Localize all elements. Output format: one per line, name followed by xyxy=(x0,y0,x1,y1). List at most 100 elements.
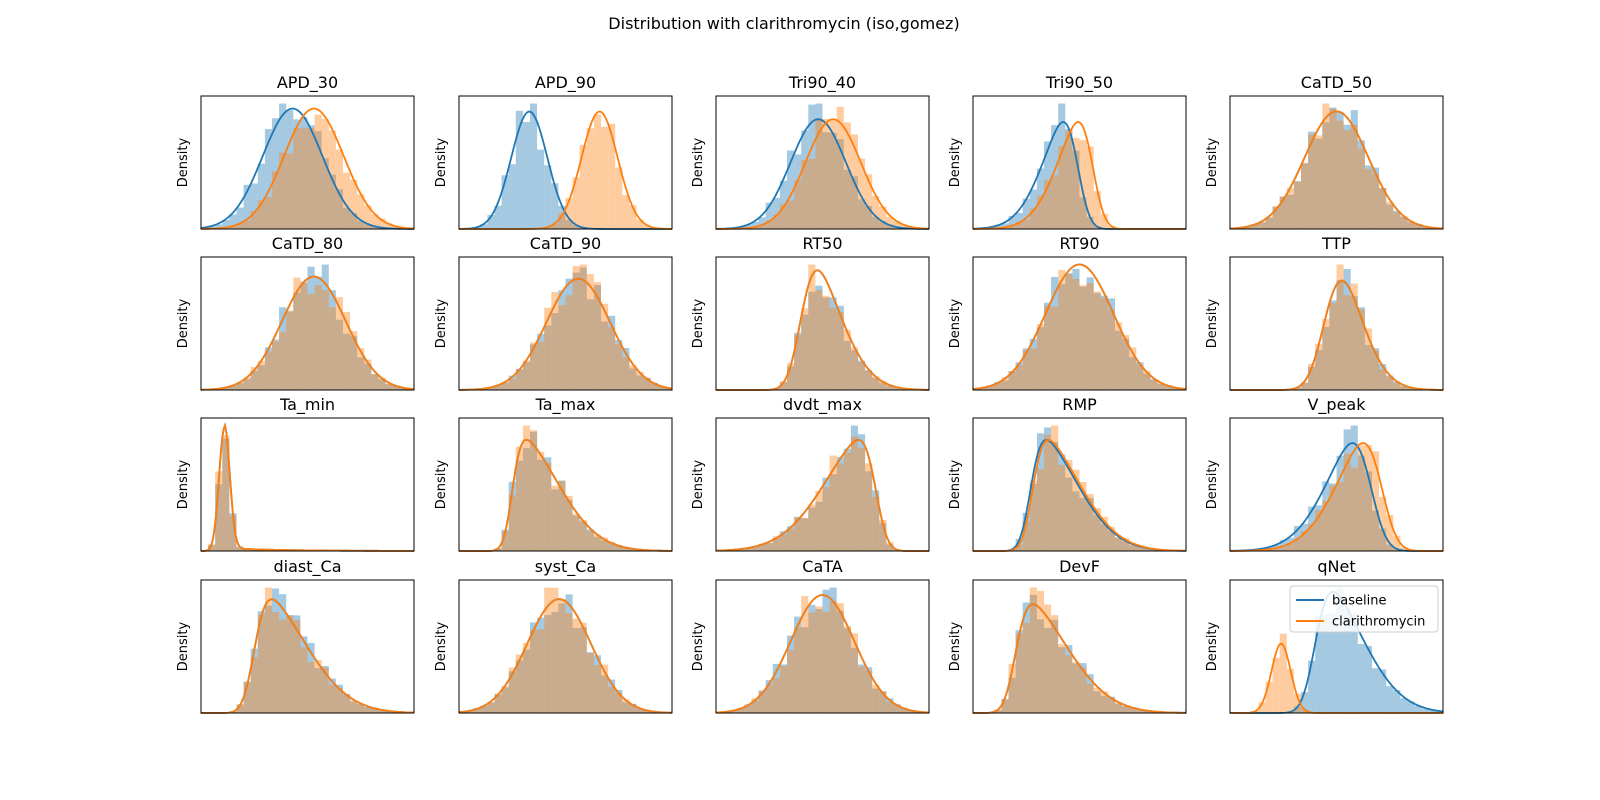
baseline-histogram-bar xyxy=(1115,537,1123,551)
clarithromycin-kde-line xyxy=(458,598,673,714)
baseline-histogram-bar xyxy=(314,131,322,229)
clarithromycin-histogram-bar xyxy=(1244,226,1252,229)
baseline-histogram-bar xyxy=(787,526,795,551)
baseline-histogram-bar xyxy=(1122,541,1130,551)
axes-frame xyxy=(715,417,930,552)
clarithromycin-histogram-bar xyxy=(487,387,495,390)
baseline-histogram-bar xyxy=(1072,491,1080,551)
baseline-histogram-bar xyxy=(257,163,265,229)
clarithromycin-histogram-bar xyxy=(558,213,566,229)
clarithromycin-histogram-bar xyxy=(1143,547,1151,551)
clarithromycin-histogram-bar xyxy=(501,381,509,390)
clarithromycin-histogram-bar xyxy=(537,451,545,551)
subplot-title: Tri90_40 xyxy=(788,73,856,93)
baseline-histogram-bar xyxy=(508,671,516,713)
baseline-histogram-bar xyxy=(1343,124,1351,229)
clarithromycin-histogram-bar xyxy=(1322,103,1330,229)
baseline-histogram-bar xyxy=(544,325,552,390)
clarithromycin-histogram-bar xyxy=(1343,295,1351,390)
clarithromycin-histogram-bar xyxy=(1251,223,1259,229)
baseline-histogram-bar xyxy=(293,292,301,390)
baseline-histogram-bar xyxy=(1379,669,1387,713)
clarithromycin-histogram-bar xyxy=(744,704,752,713)
baseline-histogram-bar xyxy=(980,387,988,390)
baseline-histogram-bar xyxy=(487,215,495,229)
clarithromycin-histogram-bar xyxy=(779,204,787,229)
clarithromycin-histogram-bar xyxy=(1107,526,1115,551)
baseline-histogram-bar xyxy=(1308,131,1316,229)
clarithromycin-histogram-bar xyxy=(392,385,400,390)
clarithromycin-histogram-bar xyxy=(608,541,616,551)
clarithromycin-histogram-bar xyxy=(1044,434,1052,551)
clarithromycin-histogram-bar xyxy=(1407,387,1415,390)
baseline-histogram-bar xyxy=(314,276,322,390)
baseline-histogram-bar xyxy=(1051,276,1059,390)
clarithromycin-histogram-bar xyxy=(572,266,580,390)
clarithromycin-histogram-bar xyxy=(1343,453,1351,551)
baseline-histogram-bar xyxy=(1072,268,1080,390)
clarithromycin-histogram-bar xyxy=(1036,468,1044,551)
clarithromycin-histogram-bar xyxy=(1407,221,1415,229)
clarithromycin-histogram-bar xyxy=(865,174,873,229)
baseline-histogram-bar xyxy=(558,290,566,390)
baseline-histogram-bar xyxy=(1329,612,1337,713)
clarithromycin-histogram-bar xyxy=(1164,386,1172,390)
baseline-histogram-bar xyxy=(1107,298,1115,390)
clarithromycin-histogram-bar xyxy=(1301,382,1309,390)
subplot-title: DevF xyxy=(1059,557,1100,576)
clarithromycin-histogram-bar xyxy=(1086,146,1094,229)
clarithromycin-histogram-bar xyxy=(980,387,988,390)
clarithromycin-histogram-bar xyxy=(1171,387,1179,390)
clarithromycin-kde-line xyxy=(1229,442,1443,552)
baseline-histogram-bar xyxy=(1058,103,1066,229)
baseline-histogram-bar xyxy=(350,336,358,390)
baseline-histogram-bar xyxy=(537,459,545,551)
baseline-histogram-bar xyxy=(744,547,752,551)
clarithromycin-histogram-bar xyxy=(1079,482,1087,551)
clarithromycin-histogram-bar xyxy=(229,385,237,390)
y-axis-label: Density xyxy=(1205,459,1220,509)
baseline-histogram-bar xyxy=(501,529,509,551)
clarithromycin-histogram-bar xyxy=(1058,464,1066,551)
clarithromycin-histogram-bar xyxy=(321,667,329,713)
clarithromycin-histogram-bar xyxy=(551,223,559,229)
baseline-histogram-bar xyxy=(872,490,880,551)
baseline-histogram-bar xyxy=(300,117,308,229)
clarithromycin-histogram-bar xyxy=(558,599,566,713)
subplot-ttp: TTP Density xyxy=(1205,234,1444,391)
clarithromycin-histogram-bar xyxy=(551,485,559,551)
baseline-histogram-bar xyxy=(558,205,566,229)
clarithromycin-histogram-bar xyxy=(893,704,901,713)
axes-frame xyxy=(458,256,673,391)
baseline-histogram-bar xyxy=(1336,280,1344,390)
clarithromycin-histogram-bar xyxy=(794,335,802,390)
clarithromycin-histogram-bar xyxy=(1272,657,1280,713)
baseline-histogram-bar xyxy=(300,636,308,713)
baseline-histogram-bar xyxy=(751,700,759,713)
baseline-histogram-bar xyxy=(836,305,844,390)
clarithromycin-histogram-bar xyxy=(808,504,816,551)
baseline-histogram-bar xyxy=(1008,215,1016,229)
baseline-histogram-bar xyxy=(551,611,559,713)
baseline-histogram-bar xyxy=(1129,707,1137,713)
baseline-histogram-bar xyxy=(1301,692,1309,713)
baseline-histogram-bar xyxy=(737,548,745,551)
baseline-histogram-bar xyxy=(629,368,637,390)
baseline-histogram-bar xyxy=(328,290,336,390)
baseline-histogram-bar xyxy=(215,224,223,229)
y-axis-label: Density xyxy=(948,459,963,509)
baseline-histogram-bar xyxy=(1357,307,1365,390)
baseline-histogram-bar xyxy=(565,594,573,713)
clarithromycin-histogram-bar xyxy=(1322,318,1330,390)
clarithromycin-histogram-bar xyxy=(1107,226,1115,229)
clarithromycin-histogram-bar xyxy=(794,627,802,713)
clarithromycin-histogram-bar xyxy=(893,220,901,229)
baseline-histogram-bar xyxy=(850,425,858,551)
baseline-histogram-bar xyxy=(1379,188,1387,229)
baseline-histogram-bar xyxy=(858,664,866,713)
clarithromycin-histogram-bar xyxy=(236,547,244,551)
subplot-title: Ta_min xyxy=(279,395,335,415)
baseline-histogram-bar xyxy=(858,434,866,551)
clarithromycin-histogram-bar xyxy=(279,331,287,390)
clarithromycin-histogram-bar xyxy=(1286,543,1294,551)
